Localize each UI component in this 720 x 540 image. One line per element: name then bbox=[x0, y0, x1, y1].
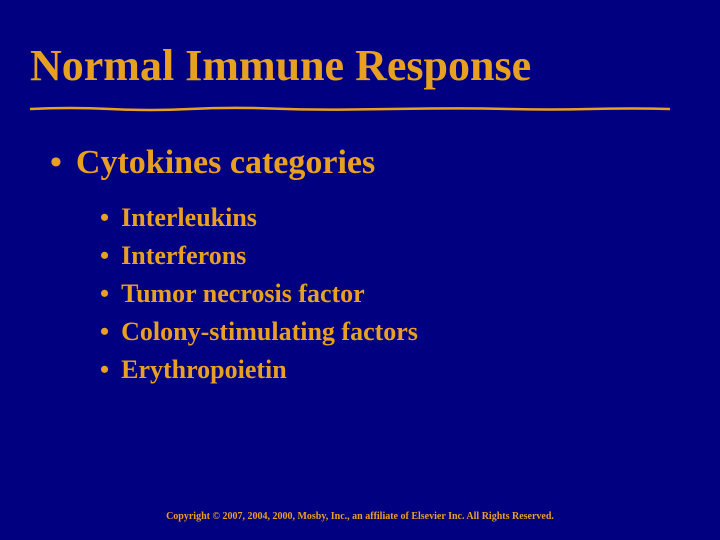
main-bullet: • Cytokines categories bbox=[50, 143, 690, 183]
sub-bullet: • Tumor necrosis factor bbox=[100, 277, 690, 311]
bullet-dot-icon: • bbox=[100, 353, 109, 387]
bullet-dot-icon: • bbox=[50, 143, 62, 183]
bullet-dot-icon: • bbox=[100, 315, 109, 349]
sub-bullet: • Interleukins bbox=[100, 201, 690, 235]
sub-bullet: • Colony-stimulating factors bbox=[100, 315, 690, 349]
bullet-dot-icon: • bbox=[100, 201, 109, 235]
title-area: Normal Immune Response bbox=[0, 0, 720, 105]
sub-bullet: • Interferons bbox=[100, 239, 690, 273]
sub-bullet-text: Colony-stimulating factors bbox=[121, 315, 418, 349]
sub-bullet: • Erythropoietin bbox=[100, 353, 690, 387]
content-area: • Cytokines categories • Interleukins • … bbox=[0, 105, 720, 387]
bullet-dot-icon: • bbox=[100, 277, 109, 311]
slide: Normal Immune Response • Cytokines categ… bbox=[0, 0, 720, 540]
sub-bullet-text: Erythropoietin bbox=[121, 353, 287, 387]
sub-bullet-text: Interleukins bbox=[121, 201, 257, 235]
sub-bullet-list: • Interleukins • Interferons • Tumor nec… bbox=[50, 201, 690, 387]
copyright-footer: Copyright © 2007, 2004, 2000, Mosby, Inc… bbox=[0, 511, 720, 522]
slide-title: Normal Immune Response bbox=[30, 40, 690, 91]
sub-bullet-text: Interferons bbox=[121, 239, 246, 273]
main-bullet-text: Cytokines categories bbox=[76, 143, 375, 183]
title-underline bbox=[30, 99, 670, 105]
sub-bullet-text: Tumor necrosis factor bbox=[121, 277, 365, 311]
bullet-dot-icon: • bbox=[100, 239, 109, 273]
